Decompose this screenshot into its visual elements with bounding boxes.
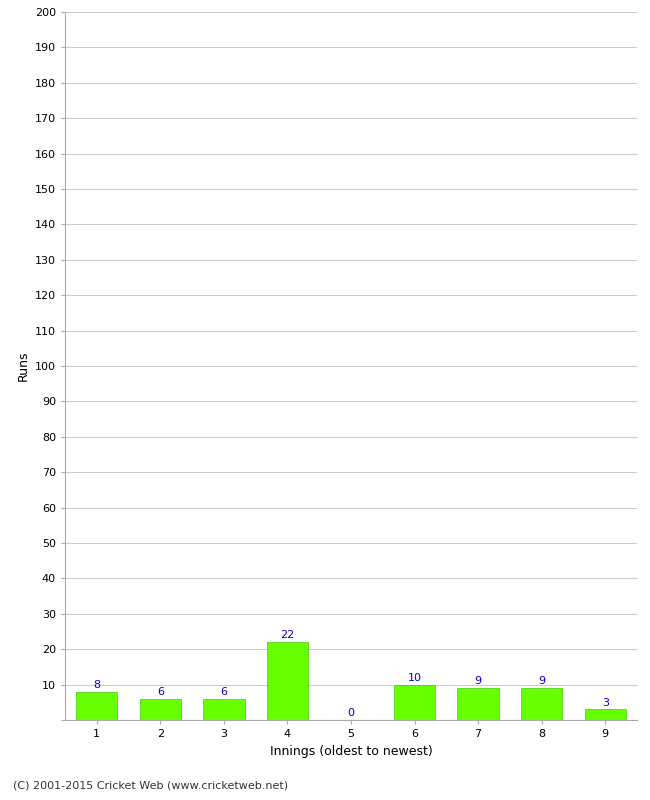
Text: 9: 9 xyxy=(474,676,482,686)
Text: 0: 0 xyxy=(348,708,354,718)
Text: 3: 3 xyxy=(602,698,608,708)
Bar xyxy=(458,688,499,720)
Bar xyxy=(203,698,244,720)
Bar xyxy=(394,685,436,720)
Text: 10: 10 xyxy=(408,673,422,683)
Bar xyxy=(140,698,181,720)
Bar xyxy=(584,710,626,720)
Text: 9: 9 xyxy=(538,676,545,686)
Text: 6: 6 xyxy=(220,687,228,697)
X-axis label: Innings (oldest to newest): Innings (oldest to newest) xyxy=(270,745,432,758)
Bar xyxy=(76,692,118,720)
Y-axis label: Runs: Runs xyxy=(16,350,29,382)
Bar xyxy=(266,642,308,720)
Text: (C) 2001-2015 Cricket Web (www.cricketweb.net): (C) 2001-2015 Cricket Web (www.cricketwe… xyxy=(13,781,288,790)
Text: 8: 8 xyxy=(93,680,100,690)
Bar xyxy=(521,688,562,720)
Text: 6: 6 xyxy=(157,687,164,697)
Text: 22: 22 xyxy=(280,630,294,640)
